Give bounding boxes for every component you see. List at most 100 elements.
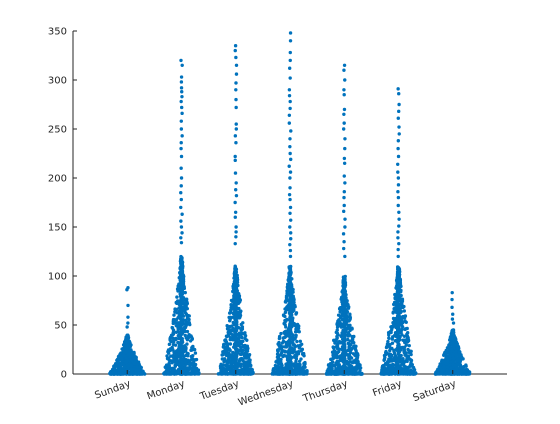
data-point [188, 367, 193, 371]
data-point [233, 210, 238, 214]
data-point [406, 335, 410, 340]
data-point [395, 265, 400, 269]
data-point [186, 366, 190, 370]
data-point [392, 349, 396, 354]
data-point [231, 289, 235, 294]
data-point [436, 368, 441, 372]
data-point [447, 345, 452, 349]
data-point [126, 315, 130, 319]
data-point [302, 372, 307, 376]
data-point [127, 372, 131, 376]
data-point [331, 371, 335, 376]
data-point [342, 68, 346, 72]
data-point [138, 371, 142, 376]
data-point [121, 353, 126, 358]
data-point [331, 363, 335, 367]
data-point [229, 353, 234, 357]
data-point [338, 324, 342, 328]
data-point [275, 359, 279, 363]
data-point [179, 225, 184, 229]
data-point [234, 127, 238, 131]
data-point [187, 314, 191, 318]
data-point [228, 316, 233, 321]
data-point [192, 372, 196, 376]
data-point [228, 335, 233, 340]
data-point [288, 50, 292, 55]
data-point [174, 336, 178, 341]
data-point [247, 369, 251, 373]
data-point [404, 339, 408, 344]
data-point [243, 356, 247, 360]
data-point [243, 360, 248, 365]
data-point [457, 349, 462, 354]
data-point [396, 190, 400, 194]
data-point [434, 370, 438, 375]
data-point [188, 339, 193, 343]
data-point [348, 371, 353, 375]
data-point [179, 240, 184, 245]
y-tick-label: 50 [54, 321, 67, 332]
data-point [237, 335, 241, 340]
data-point [225, 348, 229, 352]
data-point [342, 209, 346, 214]
data-point [281, 339, 286, 344]
data-point [295, 339, 299, 344]
data-point [333, 339, 337, 343]
data-point [128, 355, 132, 359]
data-point [455, 346, 460, 350]
data-point [458, 366, 462, 370]
data-point [228, 342, 233, 346]
data-point [240, 351, 244, 355]
data-point [396, 195, 401, 200]
data-point [288, 39, 293, 43]
data-point [381, 367, 386, 371]
data-point [391, 311, 395, 315]
data-point [185, 306, 190, 311]
data-point [404, 320, 408, 324]
data-point [273, 371, 277, 375]
data-point [459, 355, 464, 359]
data-point [125, 333, 130, 337]
data-point [343, 137, 347, 141]
data-point [288, 58, 292, 63]
data-point [390, 327, 394, 332]
data-point [172, 313, 176, 317]
data-point [191, 353, 195, 358]
data-point [409, 360, 413, 365]
data-point [179, 80, 184, 84]
y-tick-label: 300 [48, 76, 67, 87]
data-point [445, 365, 450, 369]
data-point [442, 372, 447, 376]
data-point [234, 188, 238, 192]
data-point [396, 162, 400, 166]
data-point [171, 367, 176, 372]
data-point [170, 326, 175, 330]
data-point [342, 121, 346, 125]
data-point [464, 372, 469, 376]
data-point [335, 351, 340, 355]
data-point [351, 352, 356, 356]
data-point [234, 105, 238, 110]
data-point [180, 90, 184, 94]
data-point [388, 363, 392, 368]
data-point [388, 330, 392, 334]
data-point [279, 331, 283, 336]
data-point [393, 296, 397, 300]
data-point [404, 343, 409, 347]
data-point [342, 112, 346, 117]
data-point [343, 217, 347, 221]
data-point [343, 146, 347, 151]
data-point [411, 371, 416, 376]
data-point [405, 332, 409, 337]
data-point [180, 111, 184, 116]
data-point [437, 364, 442, 369]
data-point [287, 265, 291, 269]
data-point [224, 353, 229, 358]
data-point [275, 366, 279, 371]
data-point [225, 366, 230, 370]
data-point [193, 351, 198, 355]
data-point [350, 326, 354, 330]
data-point [288, 151, 292, 156]
data-point [386, 339, 390, 344]
data-point [335, 354, 339, 358]
